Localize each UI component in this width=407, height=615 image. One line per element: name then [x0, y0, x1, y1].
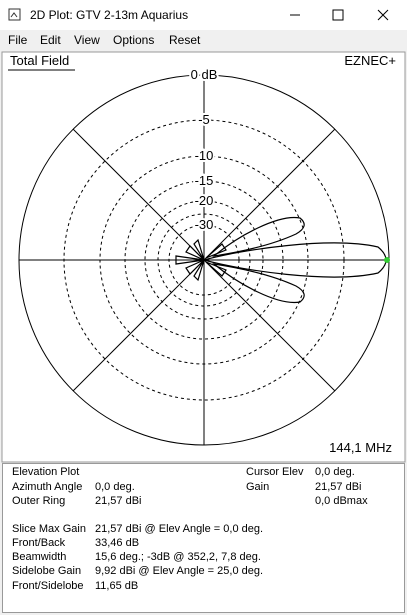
info-value: 0,0 deg.	[95, 481, 135, 493]
frequency: 144,1 MHz	[329, 440, 392, 455]
info-value: 21,57 dBi	[315, 481, 362, 493]
info-value: 15,6 deg.; -3dB @ 352,2, 7,8 deg.	[95, 551, 261, 563]
info-label: Azimuth Angle	[12, 481, 83, 493]
menu-item[interactable]: View	[74, 33, 100, 47]
info-label: Elevation Plot	[12, 466, 80, 478]
info-value: 0,0 dBmax	[315, 495, 368, 507]
info-label: Front/Sidelobe	[12, 580, 84, 592]
title-bar	[0, 0, 407, 30]
ring-label: -15	[195, 173, 214, 188]
ring-label: -5	[198, 112, 210, 127]
info-value: 9,92 dBi @ Elev Angle = 25,0 deg.	[95, 565, 264, 577]
menu-item[interactable]: Edit	[40, 33, 61, 47]
info-value: 11,65 dB	[95, 580, 139, 592]
plot-label: Total Field	[10, 53, 69, 68]
ring-label: -10	[195, 148, 214, 163]
brand: EZNEC+	[344, 53, 396, 68]
ring-label: -20	[195, 193, 214, 208]
plot: 0 dB -5 -10 -15 -20 -30 Total Field EZNE…	[1, 51, 406, 463]
app-icon	[8, 8, 21, 21]
info-panel	[2, 463, 405, 613]
window-controls[interactable]	[280, 0, 407, 30]
menu-item[interactable]: Options	[113, 33, 155, 47]
info-value: 0,0 deg.	[315, 466, 355, 478]
info-label: Outer Ring	[12, 495, 66, 507]
window-title: 2D Plot: GTV 2-13m Aquarius	[30, 8, 189, 22]
info-value: 33,46 dB	[95, 537, 140, 549]
cursor	[384, 257, 390, 263]
menu-item[interactable]: File	[8, 33, 28, 47]
info-label: Beamwidth	[12, 551, 67, 563]
info-label: Gain	[246, 481, 270, 493]
info-label: Cursor Elev	[246, 466, 304, 478]
info-value: 21,57 dBi @ Elev Angle = 0,0 deg.	[95, 523, 264, 535]
info-label: Sidelobe Gain	[12, 565, 82, 577]
menu-item[interactable]: Reset	[169, 33, 201, 47]
ring-label: -30	[195, 217, 214, 232]
info-label: Front/Back	[12, 537, 66, 549]
info-value: 21,57 dBi	[95, 495, 142, 507]
ring-label: 0 dB	[191, 67, 218, 82]
info-label: Slice Max Gain	[12, 523, 86, 535]
